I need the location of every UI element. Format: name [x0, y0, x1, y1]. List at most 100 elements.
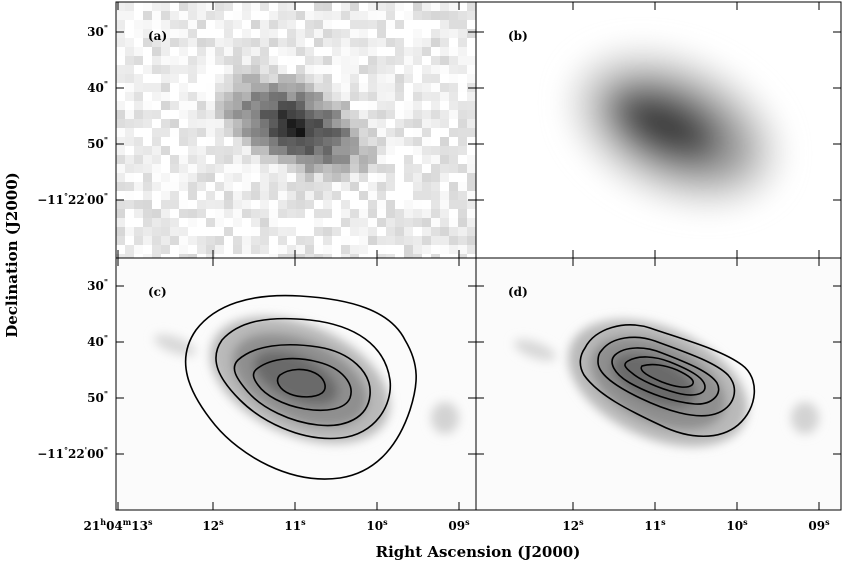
- image-pixel: [296, 128, 305, 137]
- image-pixel: [197, 29, 206, 38]
- image-pixel: [386, 182, 395, 191]
- image-pixel: [332, 173, 341, 182]
- image-pixel: [224, 200, 233, 209]
- ra-tick-label: 12s: [562, 517, 584, 533]
- image-pixel: [323, 254, 332, 258]
- image-pixel: [242, 236, 251, 245]
- image-pixel: [422, 56, 431, 65]
- image-pixel: [251, 182, 260, 191]
- image-pixel: [440, 164, 449, 173]
- image-pixel: [467, 137, 476, 146]
- image-pixel: [404, 83, 413, 92]
- image-pixel: [179, 47, 188, 56]
- dec-tick-label: 40": [87, 79, 108, 95]
- image-pixel: [143, 128, 152, 137]
- image-pixel: [242, 83, 251, 92]
- image-pixel: [368, 20, 377, 29]
- image-pixel: [431, 254, 440, 258]
- image-pixel: [386, 2, 395, 11]
- image-pixel: [467, 146, 476, 155]
- image-pixel: [152, 11, 161, 20]
- image-pixel: [386, 146, 395, 155]
- image-pixel: [188, 218, 197, 227]
- image-pixel: [242, 254, 251, 258]
- image-pixel: [125, 245, 134, 254]
- image-pixel: [458, 173, 467, 182]
- image-pixel: [467, 38, 476, 47]
- image-pixel: [116, 2, 125, 11]
- image-pixel: [431, 38, 440, 47]
- image-pixel: [413, 110, 422, 119]
- image-pixel: [143, 218, 152, 227]
- image-pixel: [170, 101, 179, 110]
- image-pixel: [341, 128, 350, 137]
- image-pixel: [341, 245, 350, 254]
- image-pixel: [395, 2, 404, 11]
- image-pixel: [179, 218, 188, 227]
- image-pixel: [251, 74, 260, 83]
- image-pixel: [305, 146, 314, 155]
- image-pixel: [377, 182, 386, 191]
- image-pixel: [116, 20, 125, 29]
- image-pixel: [269, 11, 278, 20]
- image-pixel: [458, 146, 467, 155]
- image-pixel: [323, 119, 332, 128]
- image-pixel: [143, 119, 152, 128]
- image-pixel: [287, 110, 296, 119]
- image-pixel: [413, 155, 422, 164]
- image-pixel: [350, 92, 359, 101]
- image-pixel: [161, 29, 170, 38]
- image-pixel: [422, 2, 431, 11]
- image-pixel: [161, 65, 170, 74]
- image-pixel: [422, 128, 431, 137]
- image-pixel: [314, 20, 323, 29]
- image-pixel: [458, 227, 467, 236]
- image-pixel: [197, 56, 206, 65]
- image-pixel: [386, 254, 395, 258]
- image-pixel: [296, 209, 305, 218]
- image-pixel: [125, 47, 134, 56]
- image-pixel: [440, 128, 449, 137]
- image-pixel: [296, 227, 305, 236]
- ra-tick-label: 11s: [284, 517, 306, 533]
- image-pixel: [161, 11, 170, 20]
- image-pixel: [314, 182, 323, 191]
- image-pixel: [134, 110, 143, 119]
- image-pixel: [404, 254, 413, 258]
- image-pixel: [314, 74, 323, 83]
- image-pixel: [116, 128, 125, 137]
- image-pixel: [116, 92, 125, 101]
- image-pixel: [467, 173, 476, 182]
- image-pixel: [404, 11, 413, 20]
- panel-d: [476, 258, 841, 510]
- image-pixel: [116, 74, 125, 83]
- image-pixel: [161, 227, 170, 236]
- image-pixel: [440, 38, 449, 47]
- image-pixel: [215, 20, 224, 29]
- image-pixel: [350, 101, 359, 110]
- image-pixel: [449, 83, 458, 92]
- image-pixel: [467, 209, 476, 218]
- image-pixel: [224, 209, 233, 218]
- image-pixel: [368, 137, 377, 146]
- tick-marks: [116, 2, 841, 510]
- dec-tick-label: 30": [87, 277, 108, 293]
- image-pixel: [422, 119, 431, 128]
- image-pixel: [440, 92, 449, 101]
- image-pixel: [467, 65, 476, 74]
- image-pixel: [341, 29, 350, 38]
- image-pixel: [431, 56, 440, 65]
- ra-tick-label: 09s: [808, 517, 830, 533]
- image-pixel: [350, 38, 359, 47]
- image-pixel: [404, 65, 413, 74]
- image-pixel: [314, 164, 323, 173]
- image-pixel: [440, 20, 449, 29]
- image-pixel: [143, 83, 152, 92]
- image-pixel: [413, 101, 422, 110]
- image-pixel: [287, 137, 296, 146]
- image-pixel: [458, 47, 467, 56]
- panel-c: [116, 258, 476, 510]
- image-pixel: [458, 74, 467, 83]
- dec-tick-labels-bottom: 30" 40" 50" −11°22'00": [37, 277, 108, 461]
- image-pixel: [305, 110, 314, 119]
